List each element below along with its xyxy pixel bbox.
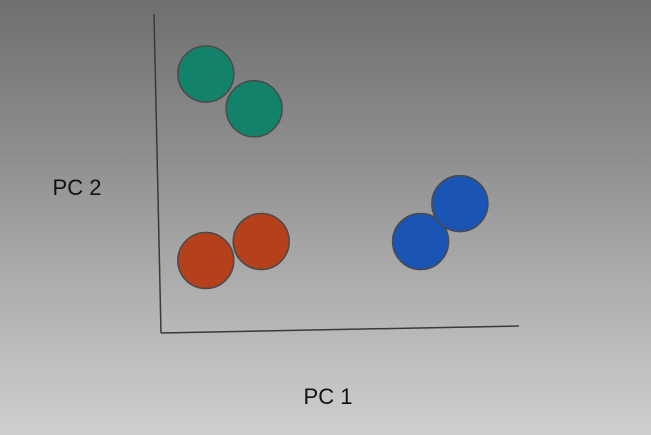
y-axis-label: PC 2	[53, 175, 102, 200]
y-axis-line	[153, 13, 162, 334]
scatter-point-series-3-point-2	[431, 174, 489, 233]
scatter-point-series-1-point-1	[177, 45, 235, 103]
scatter-point-series-2-point-2	[232, 212, 290, 271]
scatter-point-series-3-point-1	[391, 212, 450, 271]
x-axis-label: PC 1	[304, 384, 353, 409]
scatter-point-series-2-point-1	[177, 231, 235, 290]
x-axis-line	[160, 325, 520, 334]
data-points	[177, 45, 489, 290]
scatter-point-series-1-point-2	[225, 80, 283, 138]
